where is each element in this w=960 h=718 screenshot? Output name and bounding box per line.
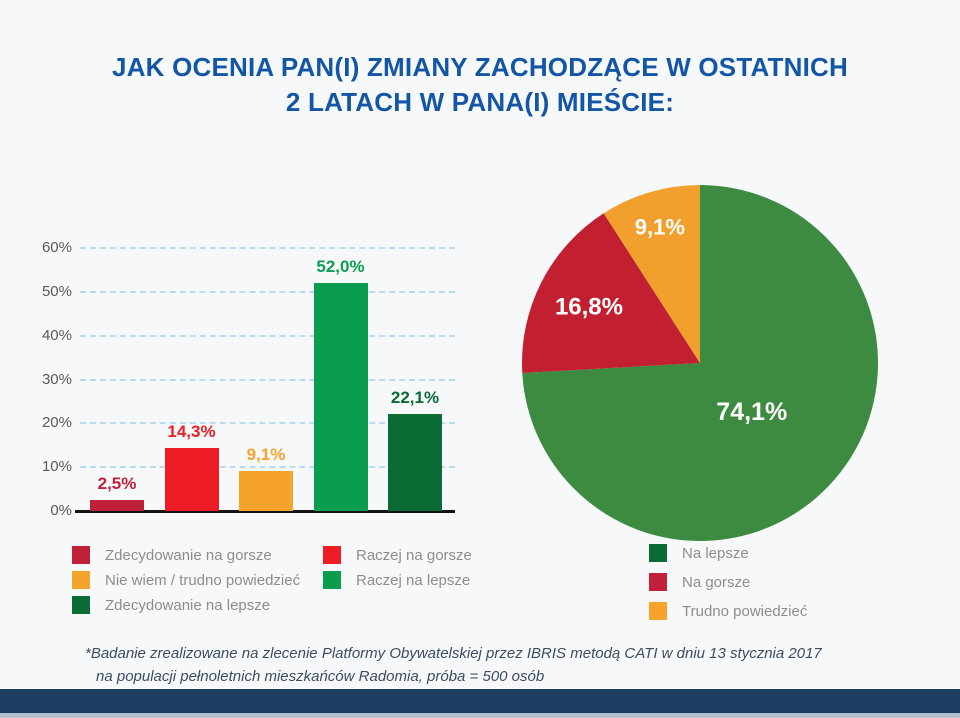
legend-item: Zdecydowanie na gorsze: [72, 546, 272, 564]
gridline: [80, 290, 455, 293]
legend-item: Nie wiem / trudno powiedzieć: [72, 571, 300, 589]
legend-label: Trudno powiedzieć: [682, 602, 808, 620]
x-axis-line: [75, 510, 455, 513]
bar-2: [164, 448, 219, 511]
legend-swatch: [72, 571, 90, 589]
bar-chart: 0% 10% 20% 30% 40% 50% 60% 2,5% 14,3% 9,1% 52,0% 22…: [0, 0, 480, 540]
y-axis-tick-label: 10%: [41, 458, 72, 476]
gridline: [80, 378, 455, 381]
y-axis-tick-label: 60%: [41, 239, 72, 256]
bottom-navy-bar: [0, 689, 960, 713]
bar-value-label: 52,0%: [316, 257, 365, 277]
legend-label: Raczej na lepsze: [356, 571, 471, 589]
legend-label: Zdecydowanie na gorsze: [105, 546, 272, 564]
pie-slice-3: [603, 185, 700, 363]
page-title-line1: JAK OCENIA PAN(I) ZMIANY ZACHODZĄCE W OS…: [112, 52, 848, 82]
y-axis-tick-label: 40%: [41, 326, 72, 344]
gridline: [80, 422, 455, 425]
legend-swatch: [649, 573, 667, 591]
bar-value-label: 22,1%: [390, 388, 440, 408]
pie-value-label: 74,1%: [716, 398, 787, 426]
legend-label: Nie wiem / trudno powiedzieć: [105, 571, 301, 589]
bar-3: [239, 471, 293, 511]
footnote-line1: *Badanie zrealizowane na zlecenie Platfo…: [85, 645, 822, 662]
pie-value-label: 9,1%: [635, 214, 685, 239]
legend-item: Na lepsze: [649, 544, 749, 562]
bar-4: [313, 283, 368, 511]
gridline: [80, 334, 455, 337]
bar-5: [388, 414, 442, 511]
gridline: [80, 466, 455, 469]
bar-value-label: 2,5%: [97, 474, 137, 494]
y-axis-tick-label: 0%: [50, 502, 72, 519]
pie-value-label: 16,8%: [555, 293, 623, 320]
legend-label: Zdecydowanie na lepsze: [105, 596, 271, 614]
legend-item: Na gorsze: [649, 573, 750, 591]
legend-item: Trudno powiedzieć: [649, 602, 807, 620]
y-axis-tick-label: 50%: [41, 282, 72, 300]
page-title: JAK OCENIA PAN(I) ZMIANY ZACHODZĄCE W OS…: [0, 50, 960, 120]
pie-slice-1: [522, 185, 878, 541]
bar-value-label: 14,3%: [167, 422, 216, 442]
page-title-line2: 2 LATACH W PANA(I) MIEŚCIE:: [285, 87, 675, 117]
bottom-light-strip: [0, 713, 960, 718]
bar-value-label: 9,1%: [246, 445, 286, 465]
y-axis-tick-label: 20%: [41, 414, 72, 432]
legend-swatch: [323, 571, 341, 589]
legend-label: Na lepsze: [682, 544, 749, 562]
pie-slice-2: [522, 213, 700, 374]
legend-item: Zdecydowanie na lepsze: [72, 596, 270, 614]
footnote-line2: na populacji pełnoletnich mieszkańców Ra…: [96, 668, 545, 685]
legend-label: Na gorsze: [682, 573, 751, 591]
legend-swatch: [649, 602, 667, 620]
pie-chart: 74,1% 16,8% 9,1%: [522, 185, 878, 541]
legend-item: Raczej na lepsze: [323, 571, 470, 589]
legend-swatch: [72, 596, 90, 614]
legend-label: Raczej na gorsze: [356, 546, 472, 564]
legend-item: Raczej na gorsze: [323, 546, 472, 564]
gridline: [80, 247, 455, 249]
y-axis-tick-label: 30%: [41, 370, 72, 388]
legend-swatch: [323, 546, 341, 564]
bar-1: [90, 500, 144, 511]
legend-swatch: [649, 544, 667, 562]
legend-swatch: [72, 546, 90, 564]
footnote: *Badanie zrealizowane na zlecenie Platfo…: [85, 642, 845, 688]
